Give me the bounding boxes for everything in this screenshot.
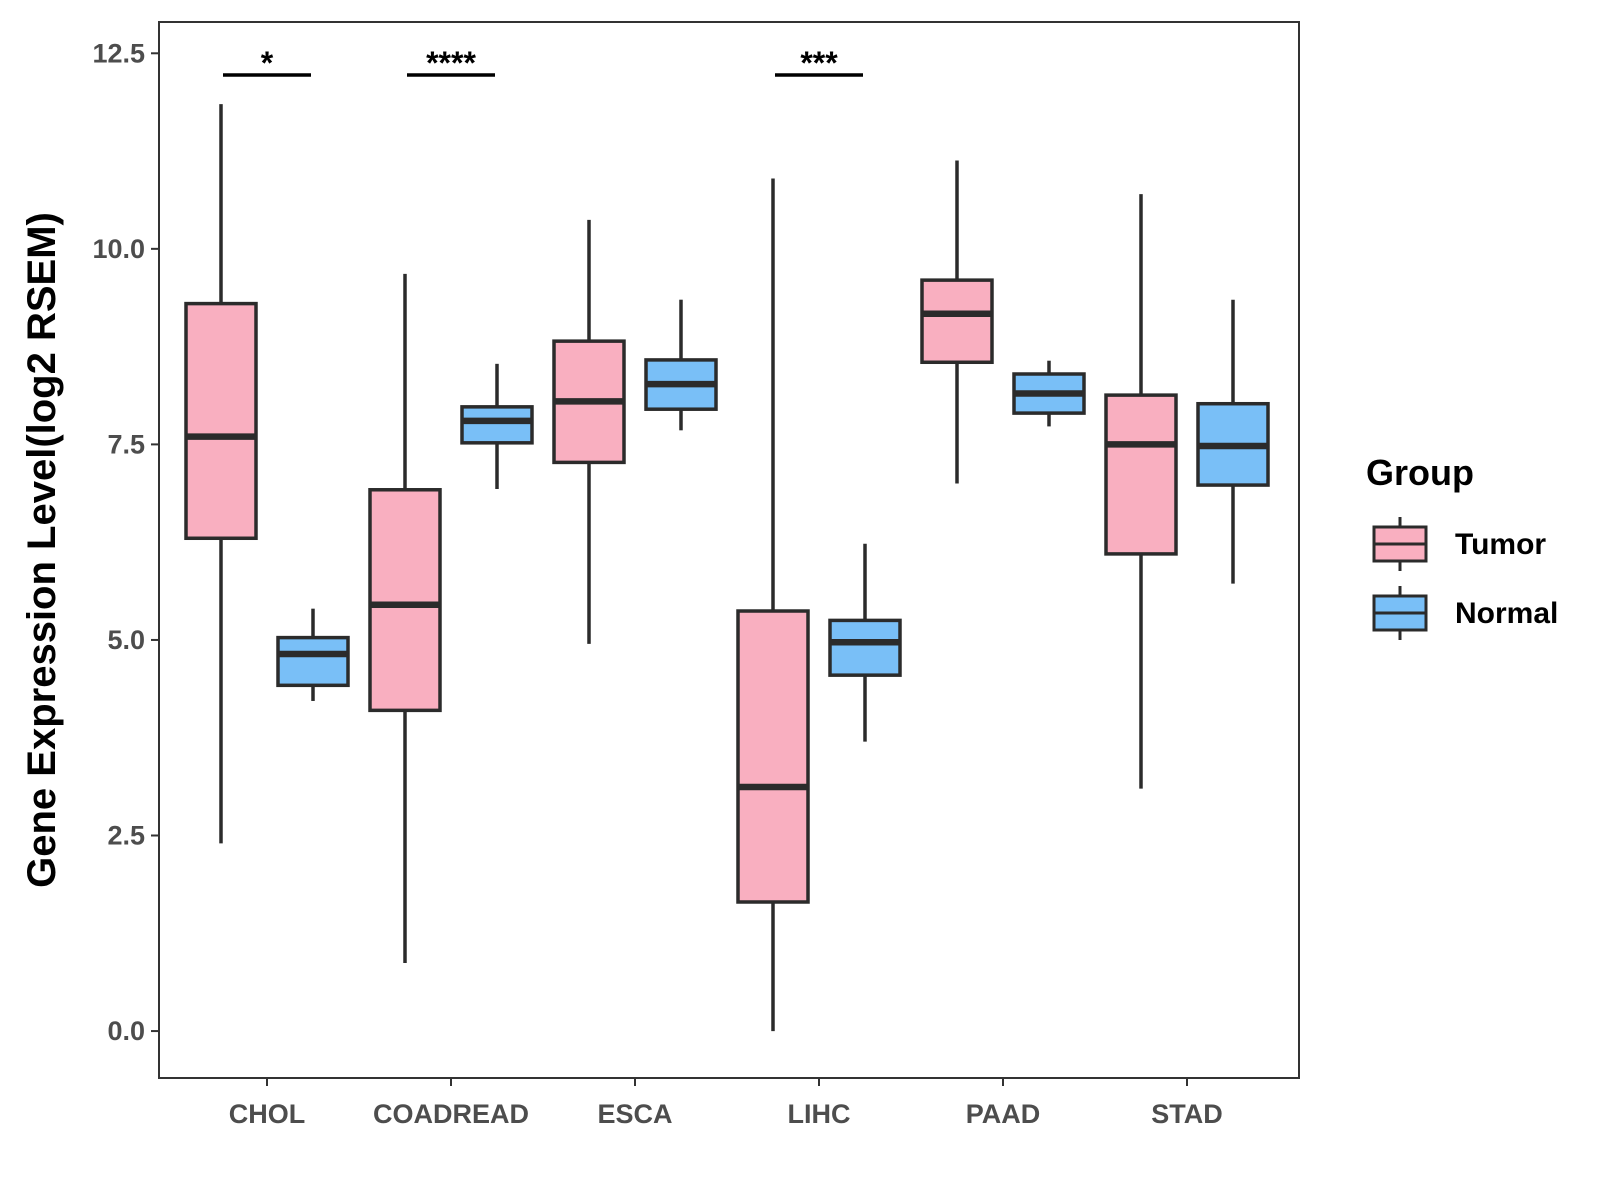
box-tumor-esca (552, 219, 626, 644)
significance-coadread: **** (407, 45, 495, 81)
box-tumor-lihc (736, 178, 810, 1032)
box-body (1104, 393, 1178, 556)
legend: Group Tumor Normal (1366, 452, 1558, 640)
x-tick-label: CHOL (229, 1099, 306, 1129)
significance-chol: * (223, 45, 311, 81)
box-tumor-stad (1104, 194, 1178, 789)
box-normal-coadread (460, 363, 534, 489)
y-axis-title: Gene Expression Level(log2 RSEM) (20, 212, 64, 888)
box-normal-lihc (828, 543, 902, 742)
y-tick-label: 12.5 (92, 38, 145, 68)
legend-items: Tumor Normal (1372, 517, 1558, 640)
box-tumor-coadread (368, 273, 442, 964)
significance-label: * (261, 45, 274, 81)
box-tumor-chol (184, 104, 258, 844)
x-tick-label: COADREAD (373, 1099, 529, 1129)
box-body (736, 609, 810, 904)
y-tick-label: 2.5 (107, 821, 145, 851)
plot-panel-border (158, 21, 1300, 1079)
box-body (460, 405, 534, 445)
legend-label: Normal (1455, 597, 1558, 630)
box-normal-esca (644, 299, 718, 431)
x-tick-label: LIHC (788, 1099, 851, 1129)
y-tick-label: 0.0 (107, 1016, 145, 1046)
box-normal-chol (276, 608, 350, 701)
legend-item-normal: Normal (1372, 586, 1558, 640)
y-axis: 0.0 2.5 5.0 7.5 10.0 12.5 (92, 38, 159, 1046)
x-tick-label: ESCA (597, 1099, 672, 1129)
box-normal-paad (1012, 360, 1086, 427)
boxes-layer (184, 104, 1270, 1032)
box-body (828, 618, 902, 677)
x-tick-label: STAD (1151, 1099, 1223, 1129)
y-tick-label: 10.0 (92, 234, 145, 264)
annotations-layer: * **** *** (223, 45, 863, 81)
box-body (368, 488, 442, 713)
box-tumor-paad (920, 160, 994, 484)
legend-item-tumor: Tumor (1372, 517, 1546, 571)
y-tick-label: 5.0 (107, 625, 145, 655)
box-body (276, 635, 350, 688)
x-axis: CHOL COADREAD ESCA LIHC PAAD STAD (229, 1078, 1223, 1129)
significance-label: **** (426, 45, 476, 81)
box-body (920, 278, 994, 365)
legend-label: Tumor (1455, 528, 1546, 561)
y-tick-label: 7.5 (107, 429, 145, 459)
box-normal-stad (1196, 299, 1270, 584)
significance-label: *** (800, 45, 838, 81)
legend-title: Group (1366, 452, 1474, 493)
x-tick-label: PAAD (966, 1099, 1041, 1129)
box-body (184, 301, 258, 541)
significance-lihc: *** (775, 45, 863, 81)
